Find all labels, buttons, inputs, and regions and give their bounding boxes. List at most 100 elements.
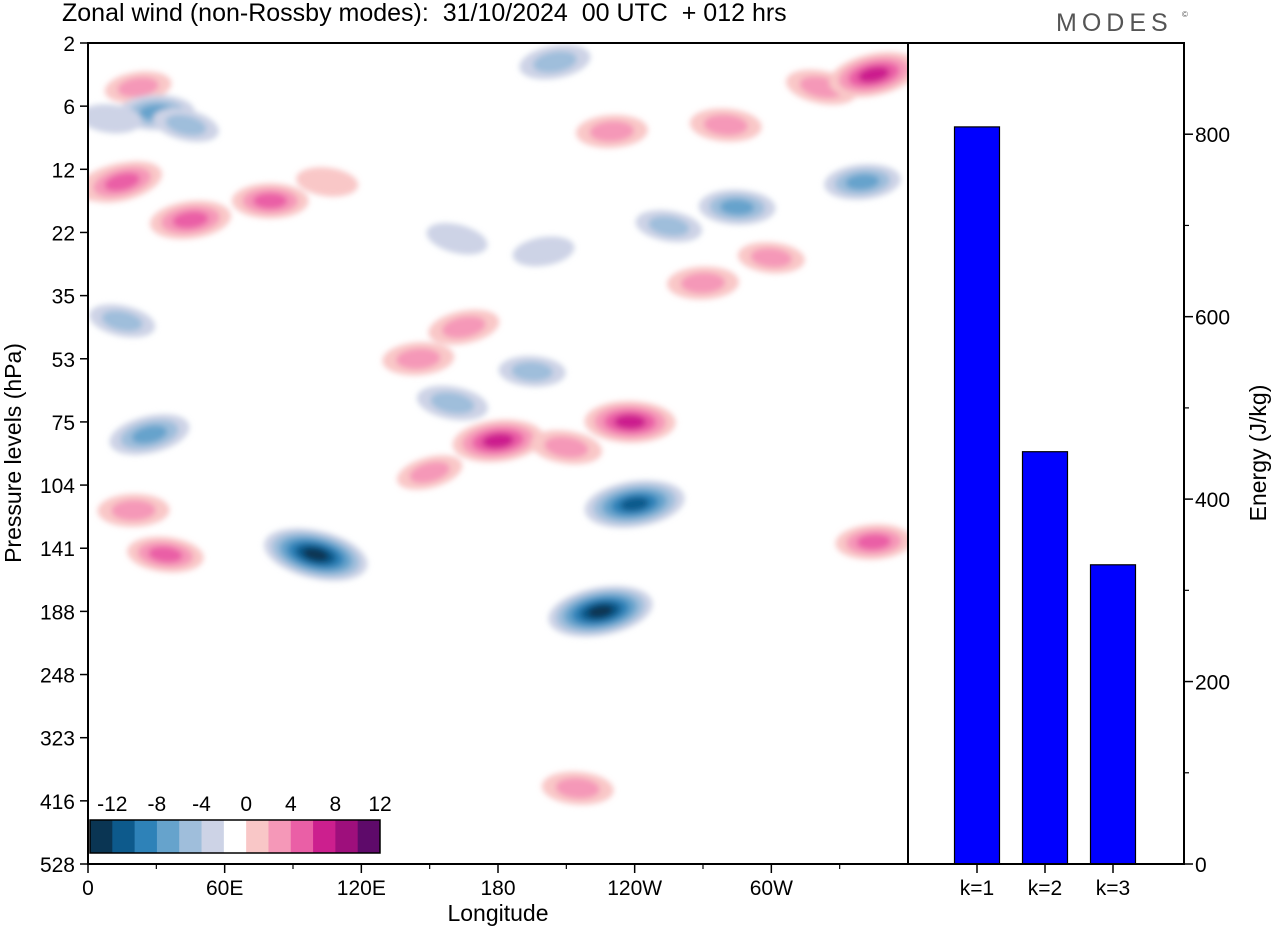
bar-x-tick-label: k=1	[960, 877, 994, 900]
y-tick-label: 35	[52, 286, 75, 309]
colorbar-label: -12	[97, 793, 127, 816]
x-tick-label: 180	[480, 877, 515, 900]
contour-level	[111, 500, 156, 521]
contour-level	[750, 248, 792, 268]
contour-level	[409, 461, 450, 484]
heatmap-feature	[416, 385, 489, 421]
contour-level	[104, 172, 140, 192]
colorbar-swatch	[246, 820, 269, 853]
colorbar-label: 0	[240, 793, 252, 816]
heatmap-feature	[426, 222, 488, 255]
bar-y-axis-title: Energy (J/kg)	[1245, 385, 1271, 522]
y-tick-label: 141	[40, 538, 75, 561]
colorbar-swatch	[112, 820, 136, 853]
colorbar-frame	[89, 819, 381, 854]
contour-level	[303, 548, 329, 561]
contour-level	[533, 51, 577, 73]
heatmap-feature	[498, 355, 566, 387]
heatmap-feature	[153, 108, 219, 142]
colorbar-label: 12	[368, 793, 391, 816]
colorbar-swatch	[134, 820, 158, 853]
heatmap-feature	[541, 771, 614, 805]
colorbar-swatch	[179, 820, 202, 853]
heatmap-feature	[88, 161, 163, 203]
contour-level	[589, 121, 635, 142]
contour-level	[165, 114, 207, 136]
x-tick-label: 60E	[206, 877, 243, 900]
colorbar-label: -8	[148, 793, 167, 816]
bar-k=3	[1089, 564, 1137, 865]
contour-level	[620, 497, 649, 511]
heatmap-feature	[264, 528, 368, 581]
heatmap-feature	[829, 52, 908, 98]
colorbar-label: -4	[192, 793, 211, 816]
heatmap-feature	[737, 242, 805, 274]
bar-y-tick-label: 800	[1195, 124, 1230, 147]
heatmap-feature	[575, 114, 648, 149]
x-tick-label: 60W	[750, 877, 793, 900]
heatmap-feature	[428, 309, 500, 345]
contour-level	[253, 193, 288, 209]
contour-level	[430, 392, 475, 414]
colorbar-label: 4	[285, 793, 297, 816]
contour-level	[720, 199, 755, 216]
x-tick-label: 120W	[607, 877, 662, 900]
contour-level	[703, 114, 748, 136]
heatmap-feature	[88, 104, 142, 134]
heatmap-feature	[824, 164, 901, 200]
contour-level	[555, 777, 600, 799]
contour-level	[101, 310, 143, 332]
heatmap-feature	[149, 200, 232, 240]
heatmap-feature	[530, 430, 603, 465]
contour-level	[512, 236, 575, 267]
heatmap-x-axis: 0 60E 120E 180 120W 60W	[82, 864, 841, 900]
bar-x-axis: k=1 k=2 k=3	[960, 864, 1130, 900]
bar-y-axis: 0 200 400 600 800	[1184, 124, 1230, 877]
bar-y-tick-label: 600	[1195, 307, 1230, 330]
heatmap-feature	[109, 414, 190, 455]
brand-copyright-mark: ©	[1182, 10, 1188, 19]
y-tick-label: 6	[63, 96, 75, 119]
contour-level	[148, 546, 183, 563]
colorbar-swatch	[335, 820, 359, 853]
x-tick-label: 0	[82, 877, 94, 900]
contour-level	[511, 361, 553, 381]
bar-k=1	[953, 126, 1001, 865]
heatmap-feature	[512, 236, 575, 267]
bar-series	[953, 126, 1137, 865]
y-tick-label: 416	[40, 791, 75, 814]
bar-y-tick-label: 400	[1195, 489, 1230, 512]
heatmap-feature	[667, 266, 739, 300]
brand-logo: MODES	[1056, 9, 1173, 37]
y-tick-label: 104	[40, 475, 75, 498]
y-tick-label: 323	[40, 728, 75, 751]
contour-level	[172, 211, 209, 229]
heatmap-feature	[635, 210, 703, 243]
y-tick-label: 53	[52, 349, 75, 372]
heatmap-feature	[584, 480, 685, 528]
colorbar-labels: -12 -8 -4 0 4 8 12	[97, 793, 392, 816]
contour-level	[396, 348, 441, 370]
heatmap-feature	[689, 108, 762, 142]
y-tick-label: 188	[40, 601, 75, 624]
heatmap-features	[88, 44, 908, 805]
colorbar-swatch	[90, 820, 113, 853]
contour-level	[544, 436, 589, 458]
heatmap-x-axis-title: Longitude	[447, 900, 548, 926]
colorbar-swatch	[201, 820, 225, 853]
heatmap-feature	[584, 401, 676, 443]
contour-level	[680, 272, 726, 294]
heatmap-feature	[396, 455, 463, 490]
y-tick-label: 75	[52, 412, 75, 435]
colorbar-label: 8	[330, 793, 342, 816]
y-tick-label: 2	[63, 33, 75, 56]
colorbar-swatches	[90, 820, 381, 853]
heatmap-y-axis-title: Pressure levels (hPa)	[0, 343, 26, 563]
contour-level	[441, 316, 486, 339]
colorbar-swatch	[268, 820, 292, 853]
contour-level	[845, 174, 880, 190]
contour-level	[858, 66, 890, 83]
bar-y-tick-label: 0	[1195, 854, 1207, 877]
heatmap-feature	[89, 304, 156, 338]
